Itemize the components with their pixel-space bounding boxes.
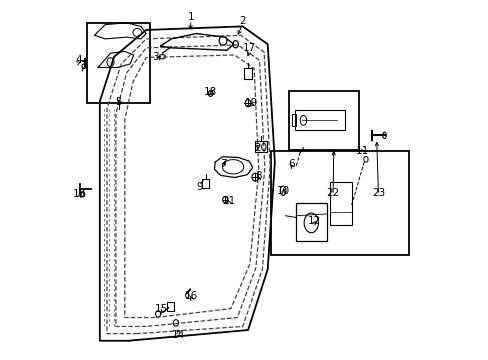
Text: 3: 3 xyxy=(152,52,158,62)
Text: 15: 15 xyxy=(155,303,168,314)
Bar xyxy=(87,23,149,103)
Bar xyxy=(288,91,358,150)
Bar xyxy=(244,68,252,79)
Bar xyxy=(291,114,295,126)
Bar xyxy=(254,141,266,152)
Text: 20: 20 xyxy=(253,143,266,153)
Text: 21: 21 xyxy=(222,197,235,206)
Text: 14: 14 xyxy=(171,330,184,341)
Text: 4: 4 xyxy=(75,55,81,65)
Text: 19: 19 xyxy=(244,98,258,108)
Bar xyxy=(166,302,174,311)
Text: 17: 17 xyxy=(243,43,256,53)
Text: 9: 9 xyxy=(196,182,203,192)
Text: 8: 8 xyxy=(255,171,262,181)
Text: 1: 1 xyxy=(187,13,194,22)
Bar xyxy=(296,203,326,241)
Bar xyxy=(329,182,351,225)
Text: 2: 2 xyxy=(239,16,245,26)
Text: 22: 22 xyxy=(326,188,339,198)
Text: 13: 13 xyxy=(73,189,86,199)
Bar xyxy=(271,152,408,255)
Bar xyxy=(294,111,344,130)
Text: 11: 11 xyxy=(355,147,368,157)
Text: 5: 5 xyxy=(115,97,122,107)
Text: 16: 16 xyxy=(184,291,198,301)
Text: 7: 7 xyxy=(219,159,226,169)
Text: 18: 18 xyxy=(203,87,217,98)
Bar xyxy=(201,179,209,188)
Text: 23: 23 xyxy=(371,188,384,198)
Text: 12: 12 xyxy=(307,216,320,226)
Text: 10: 10 xyxy=(277,186,290,196)
Text: 6: 6 xyxy=(288,159,294,169)
